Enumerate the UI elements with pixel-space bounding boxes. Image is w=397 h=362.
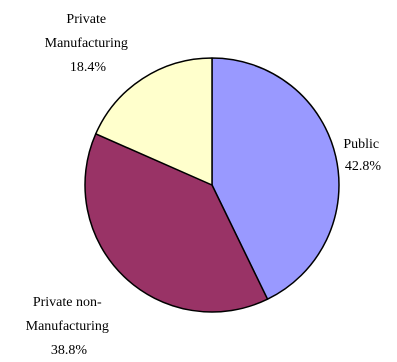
pie-slice-private-non-manufacturing (84, 133, 269, 313)
slice-label-public: Public 42.8% (343, 137, 382, 174)
pie-slices (84, 57, 340, 313)
slice-label-private-manufacturing: Private Manufacturing 18.4% (45, 12, 132, 75)
pie-slice-private-manufacturing (95, 57, 213, 186)
pie-slice-public (211, 57, 340, 300)
slice-label-private-non-manufacturing: Private non- Manufacturing 38.8% (26, 295, 113, 358)
